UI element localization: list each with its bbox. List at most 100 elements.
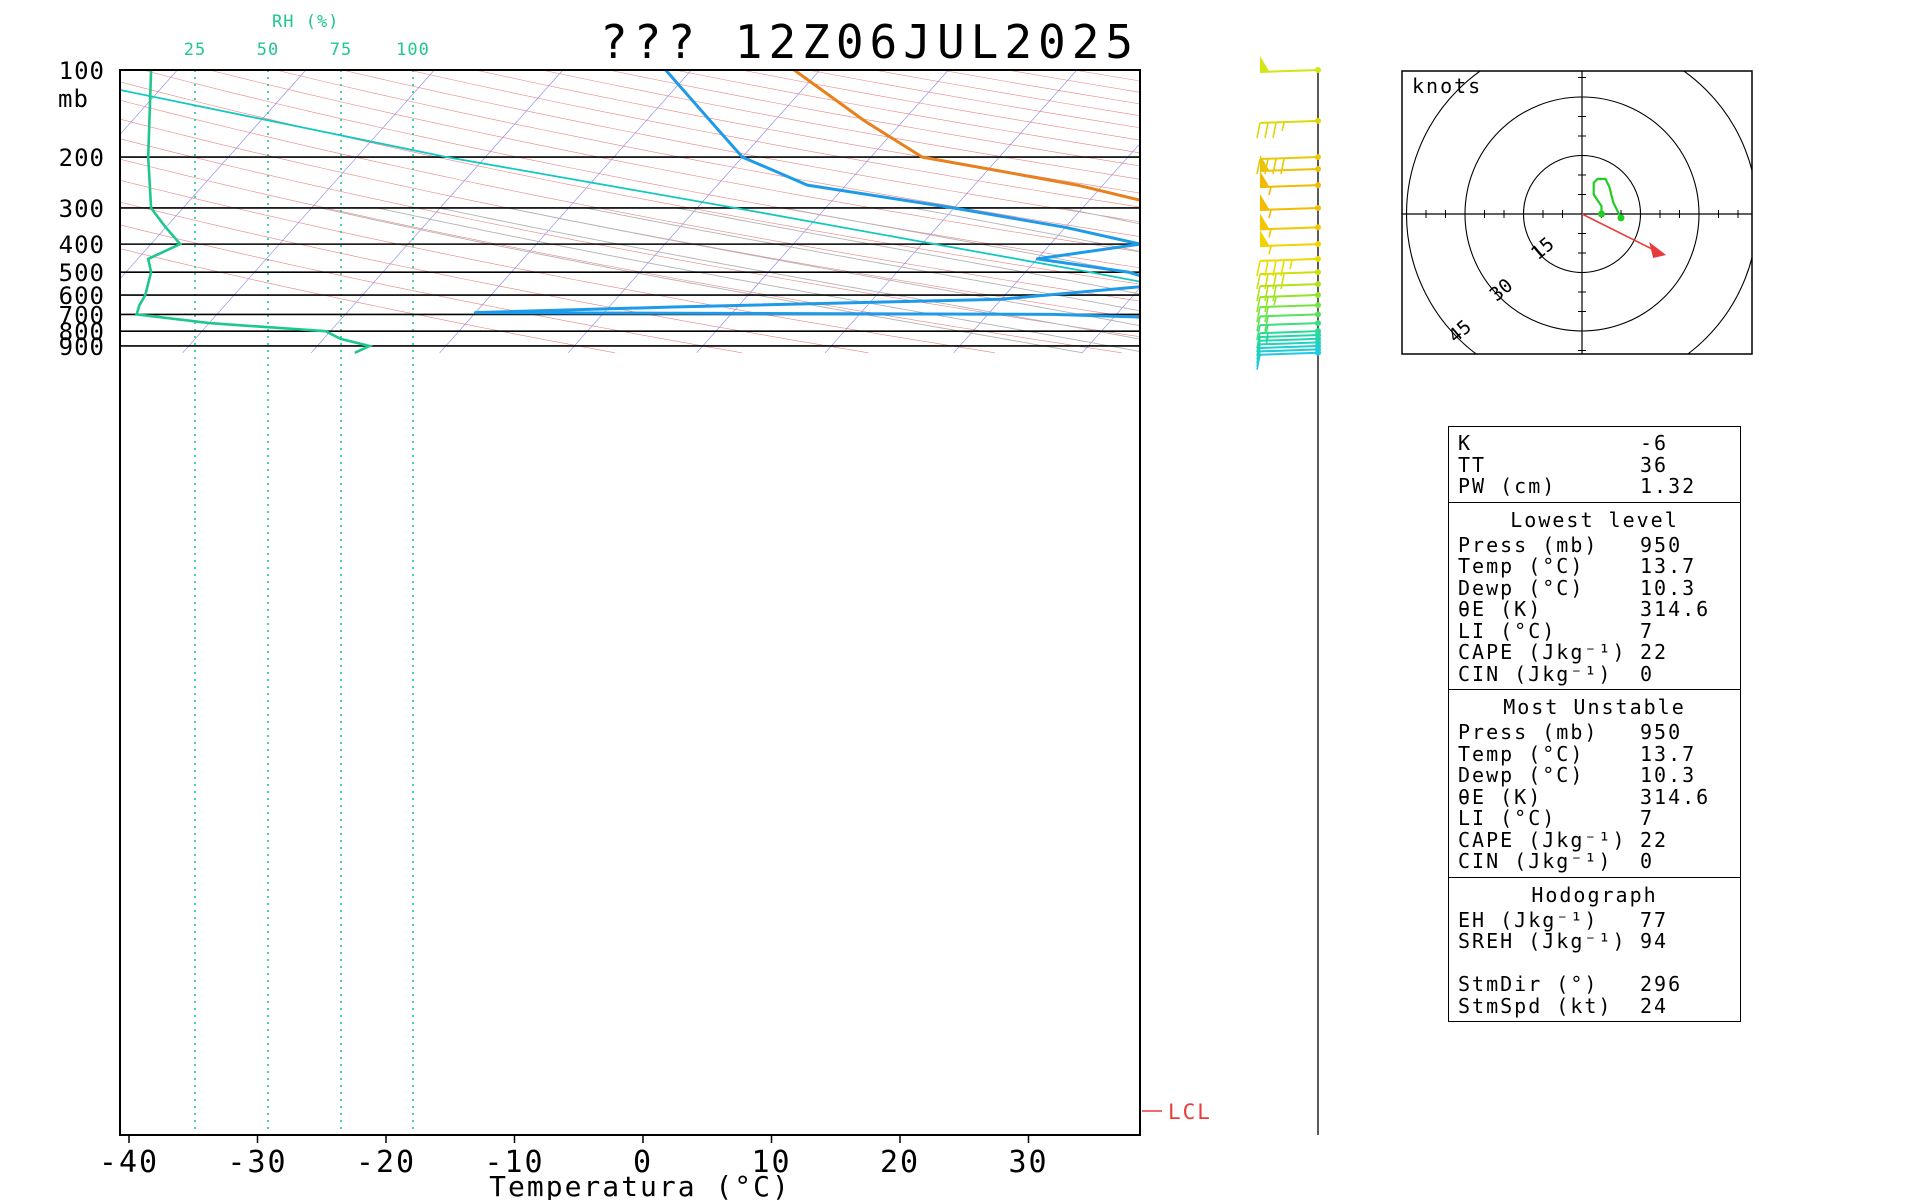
wind-barb [1256,269,1321,290]
wind-barb [1256,328,1321,349]
pressure-label: 400 [59,231,105,259]
index-value: 94 [1640,929,1669,953]
index-row: CIN (Jkg⁻¹) 0 [1449,849,1740,873]
index-label: StmSpd (kt) [1458,993,1613,1018]
isotherm-line [1081,287,1140,353]
index-row: Dewp (°C) 10.3 [1449,763,1740,787]
index-row: StmDir (°) 296 [1449,973,1740,996]
wind-barb [1256,255,1321,277]
storm-motion-arrowhead [1649,242,1667,259]
dry-adiabat-lines [120,70,1920,354]
index-label: PW (cm) [1458,474,1557,498]
rh-tick-label: 25 [184,40,206,60]
x-axis-label: Temperatura (°C) [489,1170,791,1200]
rh-tick-label: 50 [257,40,279,60]
index-row: Temp (°C) 13.7 [1449,741,1740,766]
index-label: Temp (°C) [1458,741,1585,766]
index-value: 13.7 [1640,741,1697,766]
wind-barb [1256,292,1321,313]
dry-adiabat-line [275,70,1140,237]
dry-adiabat-line [120,118,1140,319]
indices-section-heading: Hodograph [1531,882,1658,907]
indices-section: Most Unstable Press (mb) 950 Temp (°C) 13.7 D… [1449,690,1740,878]
moist-adiabat-line [377,207,1140,352]
dry-adiabat-line [120,138,1140,338]
temperature-tick-label: -40 [99,1145,159,1180]
index-row: θE (K) 314.6 [1449,597,1740,621]
pressure-label: 800 [59,318,105,346]
dry-adiabat-line [209,70,1140,253]
index-row: CIN (Jkg⁻¹) 0 [1449,661,1740,686]
index-label: Dewp (°C) [1458,763,1585,787]
indices-section: Lowest level Press (mb) 950 Temp (°C) 13.7 De… [1449,503,1740,690]
temperature-tick-label: 20 [880,1145,920,1180]
pressure-label: 100 [59,57,105,85]
temperature-curve [793,70,1140,202]
rh-tick-label: 100 [396,40,430,60]
chart-title: ??? 12Z06JUL2025 [600,15,1139,69]
index-value: 77 [1640,907,1669,932]
index-value: 10.3 [1640,575,1697,600]
index-label: SREH (Jkg⁻¹) [1458,929,1627,953]
wind-barb [1256,311,1321,332]
temperature-tick-label: 10 [751,1145,791,1180]
pressure-label: 500 [59,259,105,287]
wind-barb [1256,117,1321,139]
plot-frame [119,69,1141,1136]
dewpoint-curve [473,70,1140,319]
index-label: CAPE (Jkg⁻¹) [1458,640,1627,664]
wind-barb [1259,230,1321,255]
index-label: CAPE (Jkg⁻¹) [1458,827,1627,852]
pressure-label: 700 [59,301,105,329]
index-row: θE (K) 314.6 [1449,786,1740,809]
hodograph-frame [1401,70,1753,355]
dry-adiabat-line [120,158,1122,354]
temperature-tick-label: 0 [633,1145,653,1180]
dry-adiabat-line [142,70,1140,269]
dry-adiabat-line [1739,70,1920,353]
index-value: 314.6 [1640,597,1711,621]
isotherm-line [824,70,1078,353]
indices-section-heading: Lowest level [1510,507,1679,532]
pressure-label: 300 [59,195,105,223]
isotherm-line [1725,70,1920,353]
isotherm-line [439,70,692,353]
index-value: 7 [1640,806,1655,830]
wind-barb [1256,320,1321,341]
moist-adiabat-line [784,207,1140,275]
wind-barb [1256,154,1321,175]
hodograph-start-point [1598,210,1605,218]
dry-adiabat-line [1806,70,1920,353]
index-value: 0 [1640,849,1655,873]
isotherm-line [182,70,435,353]
moist-adiabat-line [676,207,1140,295]
index-label: CIN (Jkg⁻¹) [1458,849,1613,873]
index-value: 950 [1640,532,1683,557]
hodograph-trace [1592,177,1622,219]
index-value: 7 [1640,618,1655,643]
rh-axis-label: RH (%) [272,12,339,32]
index-label: Press (mb) [1458,532,1599,557]
index-row: SREH (Jkg⁻¹) 94 [1449,929,1740,953]
parcel-curve [120,89,1140,283]
temperature-tick-label: -20 [356,1145,416,1180]
rh-curve [134,70,374,354]
index-row: TT 36 [1449,454,1740,477]
index-row: StmSpd (kt) 24 [1449,993,1740,1018]
wind-barb [1256,281,1321,302]
storm-motion-vector [1581,213,1657,252]
dry-adiabat-line [475,70,1140,194]
index-value: 13.7 [1640,554,1697,578]
rh-tick-labels: 25 50 75 100 [184,40,430,60]
wind-barb [1259,213,1321,238]
index-value: 0 [1640,661,1655,686]
dry-adiabat-line [120,248,616,354]
lcl-label: LCL [1168,1100,1212,1124]
wind-barb [1256,302,1321,323]
isotherm-line [120,70,307,280]
isotherm-line [0,70,49,353]
wind-barb [1259,193,1321,219]
wind-barb [1256,346,1321,367]
